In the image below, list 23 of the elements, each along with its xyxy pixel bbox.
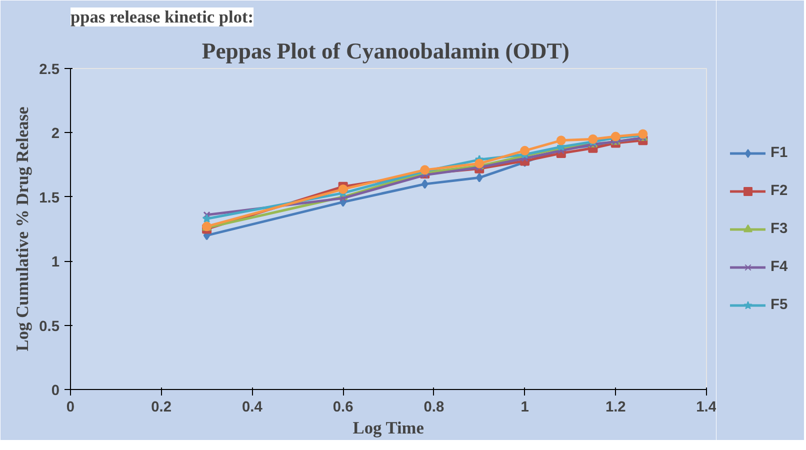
y-tick-label: 0.5 [39, 318, 60, 335]
y-tick-label: 2.5 [39, 62, 60, 78]
legend-label: F3 [770, 220, 789, 236]
x-tick-label: 0 [66, 400, 75, 416]
x-tick-label: 1 [520, 400, 529, 416]
legend-label: F4 [770, 258, 789, 274]
x-axis-title: Log Time [352, 418, 424, 438]
text: ppas release kinetic plot: [70, 8, 254, 26]
x-tick-label: 0.8 [424, 400, 444, 416]
x-tick-label: 0.4 [242, 400, 264, 416]
legend-label: F1 [770, 144, 789, 160]
y-tick-label: 0 [51, 383, 60, 399]
x-tick-label: 0.6 [332, 400, 354, 416]
y-tick-label: 1 [51, 254, 60, 271]
x-tick-label: 0.2 [151, 400, 172, 416]
y-axis-title: Log Cumulative % Drug Release [13, 106, 32, 352]
y-tick-label: 2 [51, 126, 60, 142]
chart-title: Peppas Plot of Cyanoobalamin (ODT) [202, 38, 570, 64]
y-tick-label: 1.5 [39, 190, 60, 206]
x-tick-label: 1.2 [605, 400, 626, 416]
legend-label: F2 [770, 182, 789, 198]
x-tick-label: 1.4 [696, 400, 718, 416]
legend-label: F5 [770, 296, 789, 312]
